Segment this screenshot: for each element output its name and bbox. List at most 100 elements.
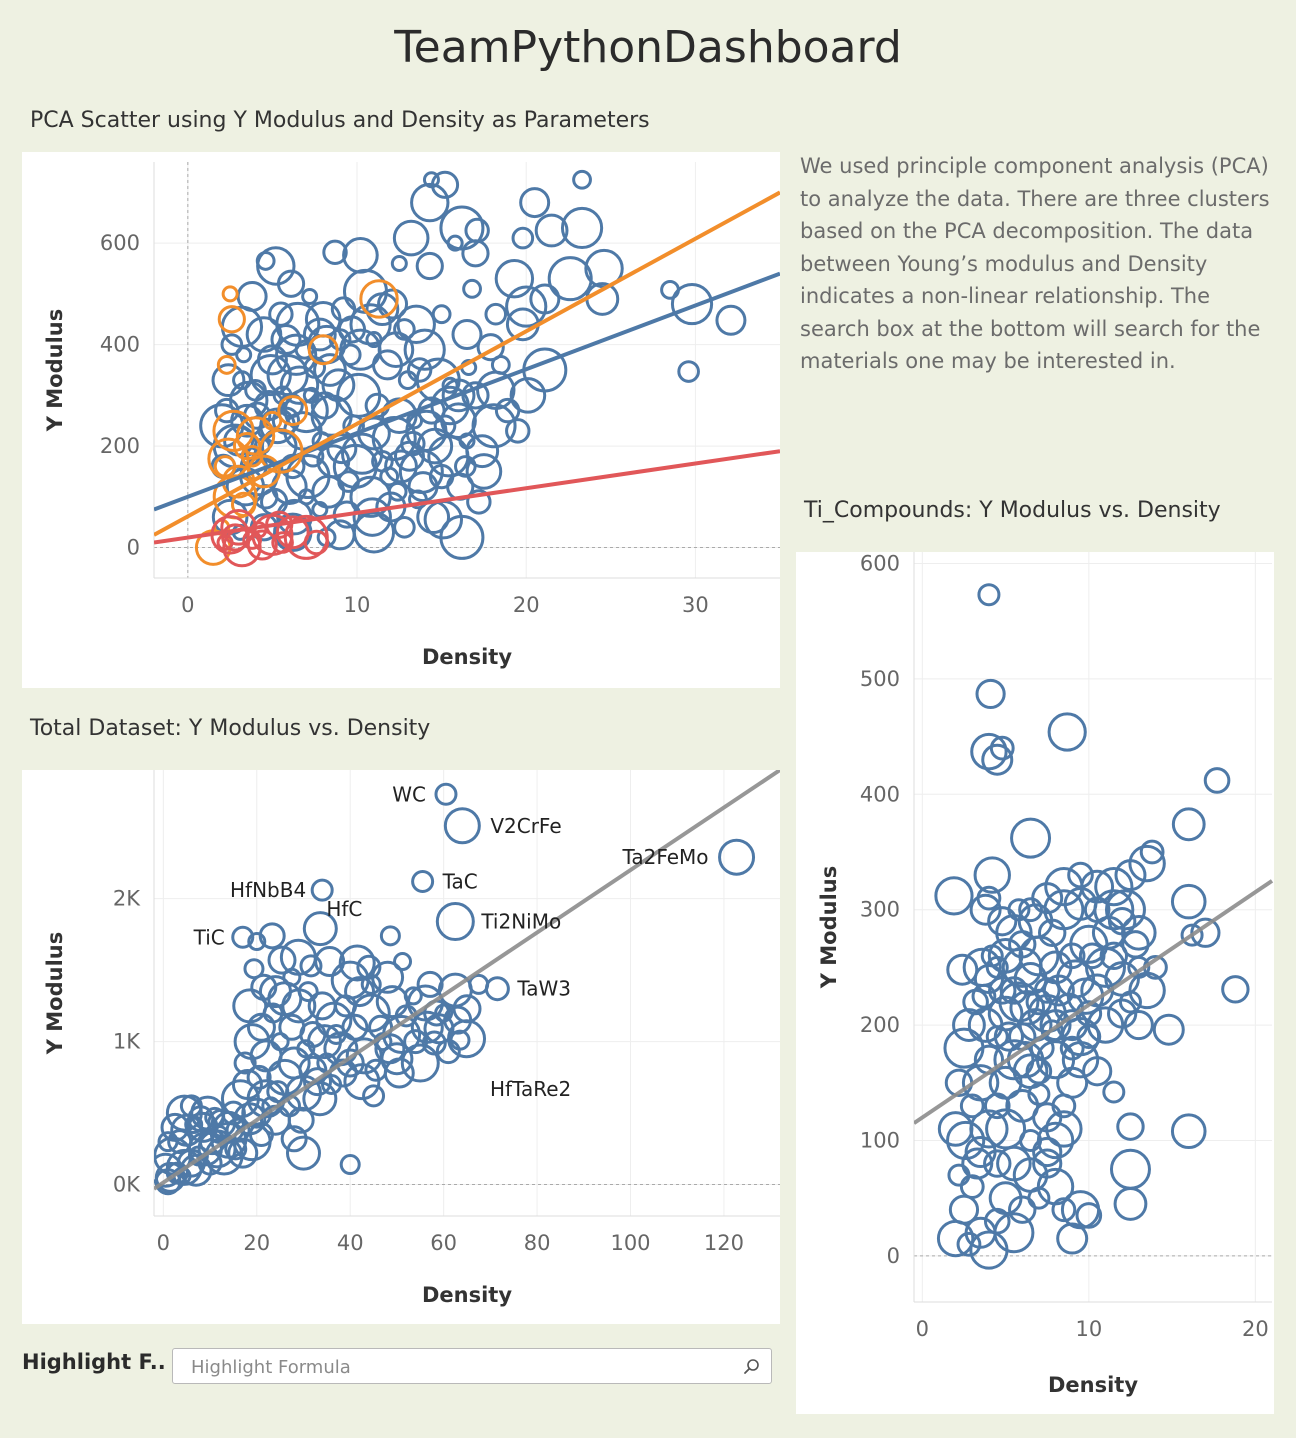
data-point [961,1147,994,1180]
data-point [246,1012,276,1042]
data-point [1032,1148,1063,1179]
data-point [952,1008,986,1042]
data-point [1116,1112,1145,1141]
data-point [983,1149,1012,1178]
data-point-series-1 [277,395,309,427]
data-point [233,1051,257,1075]
data-point [343,1063,381,1101]
data-point [416,970,444,998]
data-point-series-0 [505,418,531,444]
trend-line-series-2 [154,449,780,545]
data-point-series-0 [249,353,292,397]
x-axis-label: Density [422,1283,512,1307]
data-point-series-0 [390,254,408,272]
point-label: WC [392,782,426,806]
labeled-data-point [379,925,401,947]
data-point-series-0 [511,226,535,250]
x-tick-label: 120 [704,1231,744,1255]
point-label: TaC [442,870,478,894]
data-point [1128,844,1166,883]
data-point-series-1 [235,416,276,456]
data-point [302,911,338,947]
highlight-formula-input[interactable] [189,1349,733,1385]
data-point [1076,1024,1102,1050]
data-point [267,945,297,975]
data-point-series-0 [337,315,367,344]
data-point [936,1219,975,1258]
data-point-series-0 [407,471,439,503]
y-axis-label: Y Modulus [817,866,841,989]
x-tick-label: 40 [337,1231,364,1255]
data-point [970,732,1008,771]
data-point-series-0 [387,481,408,502]
y-tick-label: 500 [860,667,900,691]
data-point [233,1023,271,1061]
data-point [1008,1195,1037,1224]
data-point [1170,1113,1207,1150]
data-point [258,975,292,1009]
data-point [1180,923,1204,947]
data-point [232,988,268,1024]
x-tick-label: 80 [524,1231,551,1255]
data-point [356,954,382,980]
y-tick-label: 0K [113,1173,141,1197]
data-point-series-1 [258,428,304,474]
data-point-series-0 [245,316,283,353]
point-label: TaW3 [516,977,571,1001]
data-point [1010,817,1052,859]
data-point [1170,883,1207,920]
data-point-series-1 [221,285,239,303]
data-point-series-0 [377,288,409,320]
data-point [969,893,1002,926]
data-point-series-0 [322,239,348,266]
data-point [946,953,979,986]
data-point [447,1019,487,1059]
data-point [233,1102,267,1136]
data-point [1123,1009,1154,1041]
data-point-series-0 [471,403,517,449]
pca-chart-title: PCA Scatter using Y Modulus and Density … [30,108,650,133]
data-point [277,1046,311,1080]
data-point [285,1135,321,1171]
point-label: V2CrFe [490,814,561,838]
data-point-series-1 [212,409,255,452]
data-point-series-0 [326,433,358,465]
search-icon[interactable] [743,1358,761,1376]
data-point-series-0 [211,363,246,398]
y-tick-label: 2K [113,887,141,911]
data-point-series-1 [262,410,283,431]
ti-chart-panel: 0 10 20 0 100 200 300 400 500 600 Density Y Modulus [796,552,1274,1414]
data-point [1094,867,1134,907]
labeled-data-point [231,925,255,949]
total-scatter-chart: 0 20 40 60 80 100 120 0K 1K 2K Density Y Modulus WC V… [43,770,780,1307]
data-point-series-0 [253,390,285,422]
data-point-series-0 [677,360,700,383]
description-text: We used principle component analysis (PC… [800,154,1270,373]
y-tick-label: 600 [860,552,900,576]
data-point-series-0 [302,317,337,352]
y-tick-label: 200 [100,434,140,458]
data-point-series-0 [464,217,490,244]
search-label: Highlight F.. [22,1350,166,1374]
data-point [988,1065,1023,1100]
data-point-series-0 [393,515,416,539]
highlight-search-box[interactable] [172,1348,772,1385]
data-point [247,932,267,952]
plot-area [154,169,780,568]
data-point [338,944,376,982]
data-point-series-0 [534,213,569,248]
data-point-series-2 [246,529,278,561]
total-chart-panel: 0 20 40 60 80 100 120 0K 1K 2K Density Y Modulus WC V… [22,770,780,1324]
labeled-data-point [434,782,458,806]
data-point-series-0 [406,357,433,383]
data-point-series-0 [509,377,547,414]
data-point-series-2 [303,529,330,556]
data-point [973,856,1011,894]
data-point-series-0 [572,169,592,190]
data-point [299,954,323,978]
data-point-series-0 [560,206,604,250]
y-tick-label: 300 [860,898,900,922]
data-point-series-0 [465,453,503,490]
data-point [956,1231,982,1257]
